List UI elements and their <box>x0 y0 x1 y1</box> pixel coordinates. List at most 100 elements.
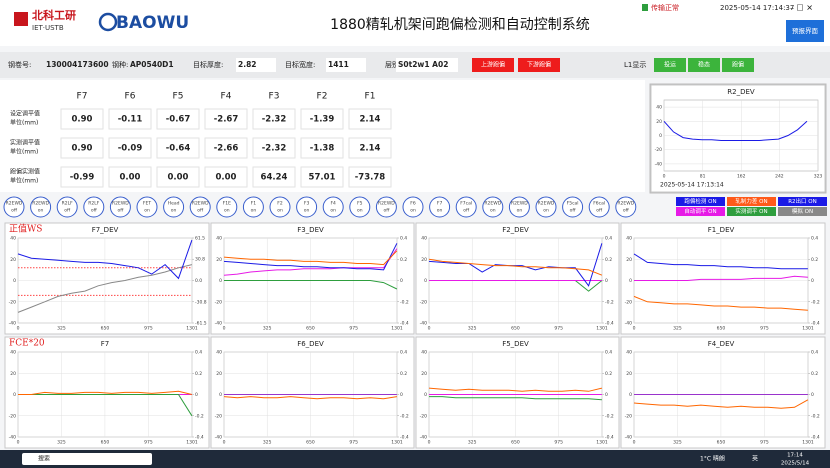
switch-name[interactable]: R2LF <box>88 201 99 207</box>
search-box[interactable] <box>22 453 152 465</box>
switch-state[interactable]: off <box>11 208 18 214</box>
switch-name[interactable]: R2EWD <box>511 201 528 207</box>
ime[interactable]: 英 <box>752 455 758 463</box>
switch-state[interactable]: off <box>64 208 71 214</box>
switch[interactable] <box>56 196 78 218</box>
series-line <box>429 396 602 401</box>
switch-name[interactable]: F2 <box>277 201 283 207</box>
switch[interactable] <box>535 196 557 218</box>
switch[interactable] <box>109 196 131 218</box>
switch[interactable] <box>615 196 637 218</box>
value-cell <box>108 108 152 130</box>
switch-state[interactable]: on <box>224 209 230 214</box>
alarm-button-label[interactable]: 上游跑偏 <box>481 61 505 69</box>
switch-name[interactable]: R2LF <box>62 201 73 207</box>
switch[interactable] <box>30 196 52 218</box>
switch-state[interactable]: off <box>383 208 390 214</box>
value: -0.09 <box>118 144 143 154</box>
switch-state[interactable]: on <box>490 209 496 214</box>
switch[interactable] <box>163 196 185 218</box>
switch-state[interactable]: off <box>91 208 98 214</box>
y-tick-label: 40 <box>216 236 222 242</box>
switch-name[interactable]: F3 <box>304 201 310 207</box>
switch-state[interactable]: off <box>570 208 577 214</box>
y2-tick-label: -0.2 <box>811 413 820 419</box>
switch[interactable] <box>322 196 344 218</box>
switch-name[interactable]: R2EWD <box>192 201 209 207</box>
switch-state[interactable]: on <box>437 209 443 214</box>
l1-button[interactable] <box>654 58 686 72</box>
switch-name[interactable]: F6 <box>410 201 416 207</box>
switch-state[interactable]: on <box>357 209 363 214</box>
field-label: 目标厚度: <box>193 60 223 69</box>
switch-name[interactable]: R2EWD <box>378 201 395 207</box>
switch[interactable] <box>3 196 25 218</box>
switch-state[interactable]: on <box>277 209 283 214</box>
switch-state[interactable]: on <box>38 209 44 214</box>
switch-state[interactable]: off <box>596 208 603 214</box>
switch[interactable] <box>216 196 238 218</box>
switch-state[interactable]: off <box>463 208 470 214</box>
switch-state[interactable]: on <box>304 209 310 214</box>
switch-state[interactable]: off <box>197 208 204 214</box>
switch-state[interactable]: off <box>117 208 124 214</box>
l1-button[interactable] <box>722 58 754 72</box>
switch-name[interactable]: F1 <box>251 201 257 207</box>
switch[interactable] <box>508 196 530 218</box>
switch-state[interactable]: on <box>330 209 336 214</box>
window-controls[interactable]: – ☐ ✕ <box>790 4 813 13</box>
switch[interactable] <box>83 196 105 218</box>
header-bar <box>0 0 830 46</box>
switch-name[interactable]: F5 <box>357 201 363 207</box>
switch[interactable] <box>562 196 584 218</box>
forecast-button-label[interactable]: 预报界面 <box>792 26 819 35</box>
search[interactable]: 搜索 <box>38 455 50 463</box>
switch[interactable] <box>402 196 424 218</box>
switch-state[interactable]: on <box>171 209 177 214</box>
switch-name[interactable]: F7cal <box>460 201 472 207</box>
switch-name[interactable]: F4 <box>330 201 336 207</box>
switch-name[interactable]: F6cal <box>593 201 605 207</box>
switch-state[interactable]: on <box>517 209 523 214</box>
switch-name[interactable]: R2EWD <box>32 201 49 207</box>
l1-button-label[interactable]: 投运 <box>664 61 676 69</box>
switch-name[interactable]: R2EWD <box>617 201 634 207</box>
switch-name[interactable]: R2EWD <box>484 201 501 207</box>
y2-tick-label: -0.2 <box>400 413 409 419</box>
switch-state[interactable]: on <box>410 209 416 214</box>
switch[interactable] <box>349 196 371 218</box>
switch-name[interactable]: FET <box>143 201 151 207</box>
alarm-button-label[interactable]: 下游跑偏 <box>527 61 551 69</box>
chart-title: F7 <box>101 340 109 348</box>
alarm-button[interactable] <box>472 58 514 72</box>
alarm-button[interactable] <box>518 58 560 72</box>
l1-button-label[interactable]: 稳态 <box>698 61 710 69</box>
switch-name[interactable]: R2EWD <box>112 201 129 207</box>
y-tick-label: -20 <box>215 413 222 419</box>
switch-state[interactable]: on <box>144 209 150 214</box>
value: 0.00 <box>120 173 141 183</box>
switch[interactable] <box>189 196 211 218</box>
switch-state[interactable]: on <box>251 209 257 214</box>
switch[interactable] <box>429 196 451 218</box>
switch[interactable] <box>375 196 397 218</box>
switch[interactable] <box>588 196 610 218</box>
switch[interactable] <box>482 196 504 218</box>
switch-state[interactable]: off <box>623 208 630 214</box>
switch-name[interactable]: F5cal <box>567 201 579 207</box>
l1-button-label[interactable]: 跑偏 <box>732 61 744 69</box>
switch-name[interactable]: R2EWD <box>538 201 555 207</box>
switch[interactable] <box>296 196 318 218</box>
switch[interactable] <box>242 196 264 218</box>
l1-button[interactable] <box>688 58 720 72</box>
switch-name[interactable]: R2EWD <box>6 201 23 207</box>
x-tick-label: 0 <box>17 440 20 446</box>
switch-name[interactable]: F7 <box>437 201 443 207</box>
switch-name[interactable]: F1E <box>223 201 231 207</box>
switch[interactable] <box>455 196 477 218</box>
switch[interactable] <box>136 196 158 218</box>
switch-state[interactable]: on <box>543 209 549 214</box>
switch[interactable] <box>269 196 291 218</box>
forecast-button[interactable] <box>786 20 824 42</box>
switch-name[interactable]: Head <box>168 201 180 207</box>
